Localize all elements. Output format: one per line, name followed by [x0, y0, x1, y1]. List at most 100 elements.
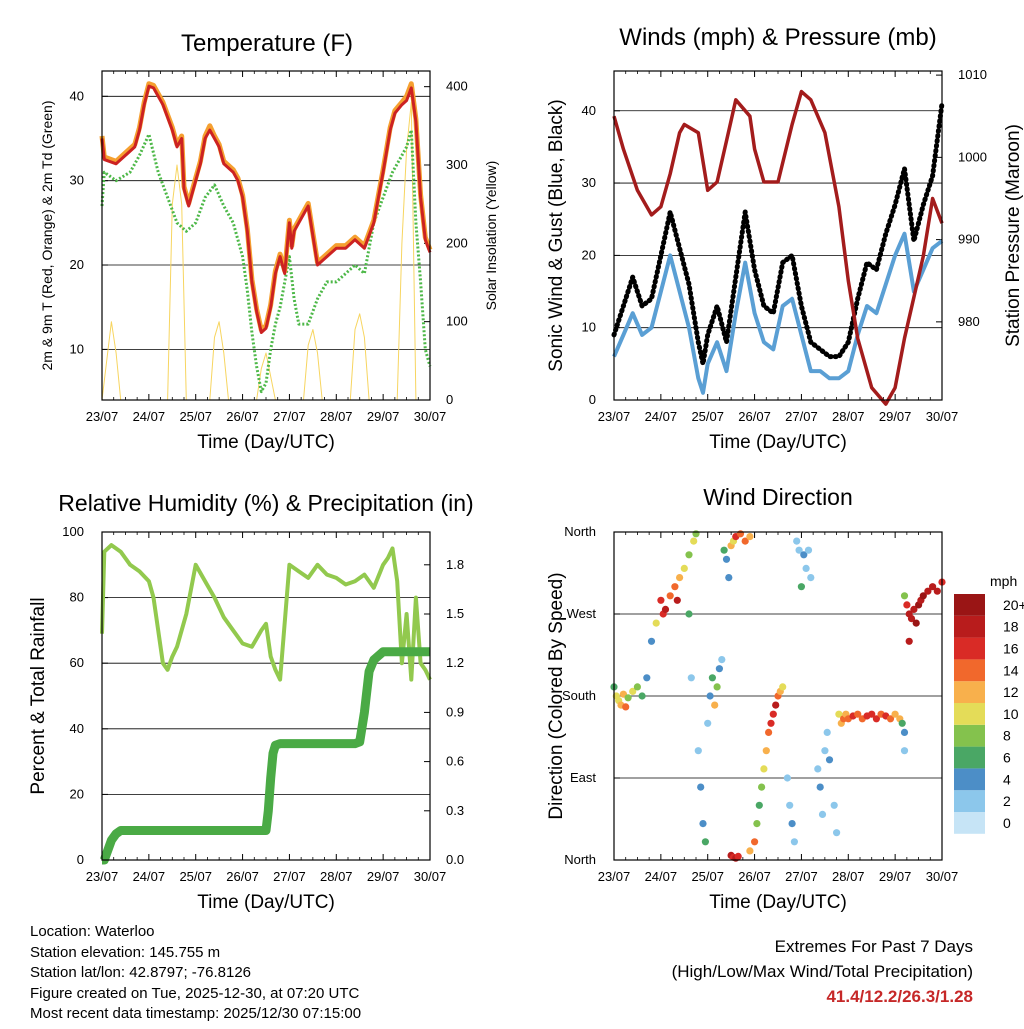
- wind-direction-point: [823, 728, 831, 737]
- extremes-subtitle: (High/Low/Max Wind/Total Precipitation): [671, 962, 973, 981]
- wind-direction-point: [715, 665, 724, 673]
- wind-direction-point: [680, 564, 688, 573]
- y-tick-label: 20: [70, 257, 84, 272]
- x-tick-label: 27/07: [273, 869, 306, 884]
- wind-direction-point: [786, 801, 794, 809]
- wind-direction-point: [912, 619, 920, 627]
- y-tick-label: 40: [70, 721, 84, 736]
- wind-direction-point: [633, 683, 642, 691]
- x-tick-label: 24/07: [133, 869, 166, 884]
- wind-direction-point: [685, 551, 693, 559]
- x-tick-label: 26/07: [226, 869, 259, 884]
- x-tick-label: 30/07: [926, 409, 959, 424]
- wind-direction-point: [788, 820, 796, 828]
- x-axis-label: Time (Day/UTC): [709, 892, 847, 913]
- chart-title: Winds (mph) & Pressure (mb): [619, 24, 936, 51]
- y2-tick-label: 0.9: [446, 704, 464, 719]
- plot-frame: [101, 70, 431, 401]
- wind-direction-point: [790, 838, 799, 846]
- series-line-2m-t: [100, 84, 432, 334]
- wind-direction-point: [903, 601, 911, 609]
- legend-title: mph: [990, 573, 1017, 589]
- x-tick-label: 28/07: [320, 409, 353, 424]
- wind-direction-point: [622, 703, 630, 711]
- y2-tick-label: 100: [446, 314, 468, 329]
- wind-direction-point: [779, 683, 787, 691]
- legend-label: 2: [1003, 793, 1011, 809]
- extremes-box: Extremes For Past 7 Days (High/Low/Max W…: [672, 934, 973, 1009]
- legend-swatch: [954, 790, 985, 812]
- legend-label: 10: [1003, 706, 1019, 722]
- legend-swatch: [954, 746, 985, 769]
- legend-label: 12: [1003, 684, 1019, 700]
- x-tick-label: 25/07: [179, 869, 212, 884]
- wind-direction-point: [687, 674, 695, 682]
- y-tick-label: 30: [582, 175, 596, 190]
- x-tick-label: 29/07: [879, 409, 912, 424]
- wind-direction-point: [746, 533, 754, 541]
- x-tick-label: 30/07: [414, 869, 447, 884]
- wind-direction-point: [713, 683, 721, 691]
- wind-direction-point: [900, 728, 909, 737]
- series-line-sonic-wind: [612, 231, 944, 395]
- wind-direction-point: [767, 719, 775, 727]
- y-tick-label: 20: [582, 247, 596, 262]
- y-tick-label: 80: [70, 590, 84, 605]
- wind-direction-point: [736, 530, 745, 538]
- x-tick-label: 29/07: [367, 409, 400, 424]
- x-tick-label: 27/07: [785, 869, 818, 884]
- series-line-station-pressure: [612, 89, 944, 406]
- wind-direction-point: [872, 715, 881, 723]
- y-tick-label: 100: [62, 524, 84, 539]
- y-tick-label: North: [564, 524, 596, 539]
- chart-title: Relative Humidity (%) & Precipitation (i…: [58, 490, 473, 516]
- wind-direction-point: [741, 537, 749, 545]
- x-tick-label: 28/07: [320, 869, 353, 884]
- wind-direction-point: [802, 564, 810, 573]
- y-tick-label: 40: [582, 103, 596, 118]
- chart-title: Wind Direction: [703, 484, 853, 510]
- y-tick-label: 60: [70, 655, 84, 670]
- wind-direction-point: [783, 774, 792, 782]
- wind-direction-point: [868, 710, 876, 718]
- legend-swatch: [954, 659, 985, 682]
- y-axis-label: Sonic Wind & Gust (Blue, Black): [546, 99, 567, 371]
- x-tick-label: 29/07: [879, 869, 912, 884]
- y2-tick-label: 0.0: [446, 852, 464, 867]
- plot-frame: [101, 531, 431, 861]
- recent-timestamp: Most recent data timestamp: 2025/12/30 0…: [30, 1005, 362, 1022]
- y2-tick-label: 0: [446, 392, 453, 407]
- y-tick-label: 40: [70, 88, 84, 103]
- x-tick-label: 29/07: [367, 869, 400, 884]
- wind-direction-point: [720, 546, 728, 554]
- y-tick-label: East: [570, 770, 596, 785]
- wind-direction-point: [814, 765, 822, 773]
- y2-tick-label: 0.6: [446, 754, 464, 769]
- wind-direction-point: [929, 583, 937, 591]
- wind-direction-point: [725, 574, 733, 582]
- x-axis-label: Time (Day/UTC): [709, 432, 847, 453]
- y2-tick-label: 1000: [958, 149, 987, 164]
- wind-direction-point: [825, 756, 834, 764]
- legend-swatch: [954, 594, 985, 616]
- y-tick-label: 20: [70, 786, 84, 801]
- series-line-relative-humidity: [100, 543, 432, 682]
- station-info: Location: Waterloo Station elevation: 14…: [30, 922, 361, 1025]
- wind-direction-point: [835, 710, 843, 718]
- wind-direction-point: [900, 747, 909, 755]
- wind-direction-point: [629, 687, 637, 696]
- legend-swatch: [954, 768, 985, 791]
- wind-direction-point: [697, 783, 705, 791]
- wind-direction-panel: Wind Direction 23/07 24/07 25/07 26/07 27/07 2…: [546, 484, 1024, 913]
- wind-direction-point: [833, 829, 841, 837]
- wind-direction-point: [708, 674, 717, 682]
- y2-tick-label: 1010: [958, 67, 987, 82]
- x-tick-label: 23/07: [598, 409, 631, 424]
- wind-direction-point: [701, 838, 710, 846]
- x-tick-label: 24/07: [645, 869, 678, 884]
- x-tick-label: 24/07: [133, 409, 166, 424]
- plot-frame: [613, 531, 943, 861]
- legend-swatch: [954, 681, 985, 703]
- x-tick-label: 23/07: [86, 869, 119, 884]
